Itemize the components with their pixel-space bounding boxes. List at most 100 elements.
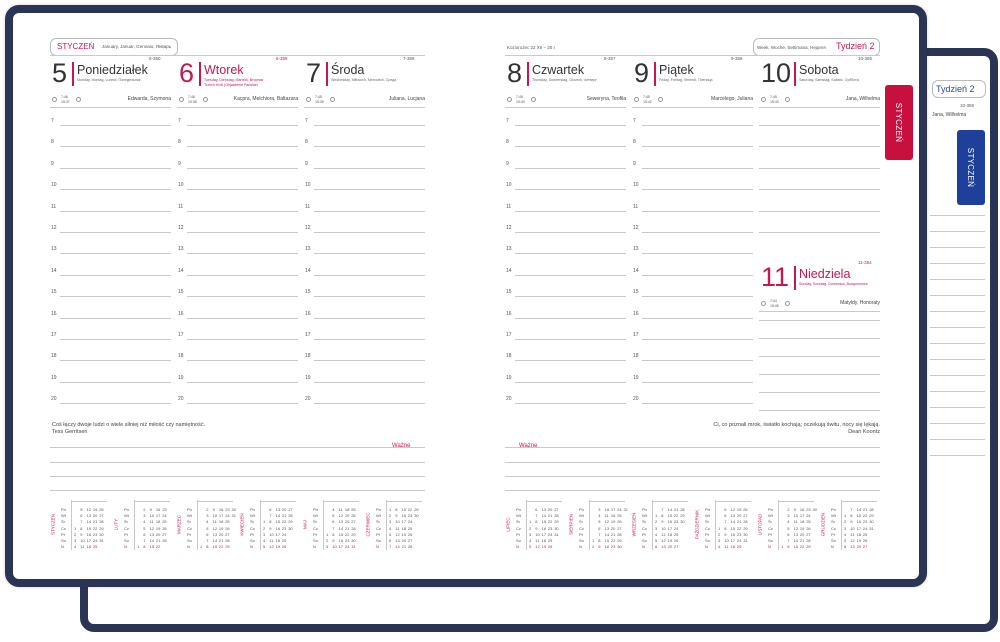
mini-day: 14 [793, 538, 799, 543]
mini-day: 19 [275, 544, 281, 550]
mini-day: 6 [598, 525, 601, 531]
back-page-line [930, 247, 985, 248]
mini-day: 26 [225, 525, 230, 531]
mini-day: 18 [667, 531, 673, 537]
mini-day: 23 [862, 519, 868, 525]
mini-weekday: Cz [313, 525, 318, 531]
mini-weekday: So [831, 538, 836, 543]
mini-day: 10 [395, 519, 400, 525]
sunrise-time: 7:45 [643, 95, 650, 99]
mini-day: 23 [162, 507, 167, 512]
hour-line [759, 374, 880, 375]
mini-day: 20 [667, 544, 673, 550]
mini-day: 13 [338, 519, 344, 525]
mini-day: 23 [610, 544, 616, 550]
mini-divider [841, 500, 842, 550]
hour-label: 16 [506, 310, 512, 317]
mini-weekday: Pn [376, 507, 381, 512]
mini-day: 24 [806, 513, 811, 519]
mini-day: 31 [623, 507, 628, 512]
hour-label: 8 [633, 139, 636, 146]
mini-day: 28 [351, 525, 356, 531]
mini-day: 24 [617, 507, 622, 512]
hour-line [60, 274, 171, 276]
mini-day: 21 [547, 513, 553, 519]
mini-weekday: Wt [313, 513, 318, 519]
hour-line [314, 146, 425, 148]
hour-line [515, 317, 626, 319]
hour-line [314, 210, 425, 212]
mini-day: 9 [149, 507, 152, 512]
mini-day: 1 [655, 513, 658, 519]
hour-label: 14 [178, 267, 184, 274]
mini-divider [652, 501, 688, 502]
mini-day: 4 [529, 538, 532, 543]
mini-day: 22 [155, 544, 161, 550]
mini-day: 15 [541, 519, 547, 525]
mini-day: 22 [862, 513, 868, 519]
mini-day: 10 [793, 513, 799, 519]
mini-day: 24 [673, 525, 679, 531]
mini-day: 20 [401, 538, 407, 543]
hour-line [759, 392, 880, 393]
mini-divider [71, 500, 72, 550]
mini-day: 18 [401, 525, 407, 531]
mini-weekday: Pn [705, 507, 710, 512]
mini-day: 4 [844, 531, 847, 537]
mini-day: 8 [80, 525, 83, 531]
hour-label: 13 [633, 246, 639, 253]
mini-weekday: Pt [831, 531, 835, 537]
day-number: 7 [306, 58, 322, 88]
mini-day: 10 [80, 538, 85, 543]
mini-day: 25 [617, 513, 622, 519]
hour-label: 18 [506, 353, 512, 360]
front-month-tab[interactable]: STYCZEŃ [885, 85, 913, 160]
mini-day: 7 [80, 519, 83, 525]
mini-day: 14 [541, 513, 547, 519]
mini-day: 8 [661, 513, 664, 519]
mini-day: 9 [661, 519, 664, 525]
hour-label: 9 [305, 160, 308, 167]
back-page-line [930, 231, 985, 232]
hour-line [759, 125, 880, 126]
hour-line [187, 189, 298, 191]
sunset-icon [658, 97, 663, 102]
mini-day: 16 [218, 507, 224, 512]
mini-day: 15 [604, 538, 610, 543]
back-page-line [930, 311, 985, 312]
mini-weekday: Wt [187, 513, 192, 519]
mini-day: 21 [736, 519, 742, 525]
hour-label: 16 [178, 310, 184, 317]
hour-label: 18 [178, 353, 184, 360]
mini-weekday: N [831, 544, 834, 550]
mini-day: 11 [269, 538, 274, 543]
sunset-icon [531, 97, 536, 102]
mini-day: 9 [269, 525, 272, 531]
mini-day: 15 [149, 544, 155, 550]
mini-day: 25 [862, 531, 868, 537]
mini-day: 19 [736, 507, 742, 512]
hour-label: 11 [305, 203, 311, 210]
mini-weekday: Pn [187, 507, 192, 512]
mini-day: 30 [812, 507, 817, 512]
day-translations: Wednesday, Mittwoch, Mercoledì, Среда [331, 78, 397, 82]
name-days: Matyldy, Honoraty [840, 300, 880, 306]
mini-day: 19 [541, 544, 547, 550]
mini-day: 15 [338, 531, 344, 537]
mini-weekday: Pt [516, 531, 520, 537]
mini-weekday: N [516, 544, 519, 550]
week-number: Tydzień 2 [836, 41, 875, 51]
hour-label: 7 [633, 118, 636, 124]
mini-day: 12 [212, 525, 218, 531]
mini-day: 11 [850, 531, 855, 537]
hour-line [314, 253, 425, 255]
mini-month-name: WRZESIEŃ [631, 512, 637, 537]
mini-day: 29 [225, 544, 230, 550]
mini-day: 3 [143, 513, 146, 519]
back-week-box [932, 80, 986, 98]
mini-day: 16 [86, 531, 92, 537]
back-month-tab[interactable]: STYCZEŃ [957, 130, 985, 205]
day-number: 11 [761, 262, 790, 292]
notes-line [50, 476, 425, 477]
mini-weekday: So [579, 538, 584, 543]
